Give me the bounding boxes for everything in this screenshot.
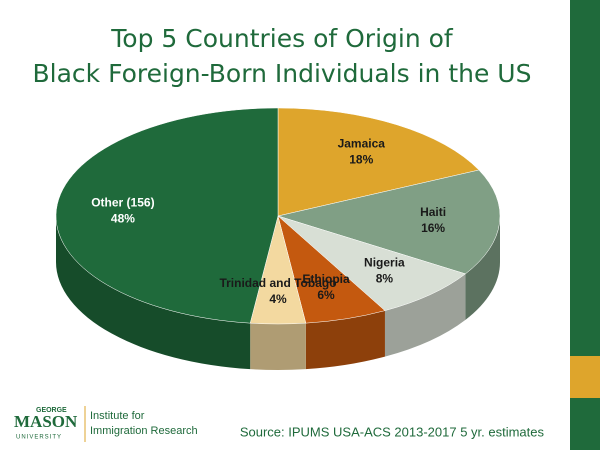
slice [277, 107, 480, 217]
logo-bottom: UNIVERSITY [16, 435, 62, 441]
logo-top: GEORGE [36, 407, 67, 414]
slice-side [56, 216, 251, 370]
source: Source: IPUMS USA-ACS 2013-2017 5 yr. es… [240, 424, 545, 439]
slice-value: 4% [269, 292, 287, 306]
slice [55, 107, 279, 324]
slice [277, 215, 466, 311]
slice-side [250, 323, 306, 370]
slice-value: 6% [317, 288, 335, 302]
logo: GEORGE MASON UNIVERSITY Institute for Im… [14, 406, 198, 442]
slice-label: Jamaica [338, 136, 386, 150]
chart-title: Top 5 Countries of Origin of [110, 24, 454, 53]
side-accent [570, 356, 600, 398]
slice-label: Ethiopia [302, 272, 350, 286]
logo-name: MASON [14, 412, 78, 431]
pie-tops [55, 107, 501, 325]
slice-label: Trinidad and Tobago [219, 276, 336, 290]
slice-value: 18% [349, 152, 373, 166]
slice-value: 16% [421, 221, 445, 235]
pie: Jamaica 18% Haiti 16% Nigeria 8% Ethiopia 6%Tri… [55, 107, 501, 370]
slice-label: Haiti [420, 205, 446, 219]
chart-title: Black Foreign-Born Individuals in the US [33, 59, 532, 88]
slice-side [305, 310, 385, 370]
slice-side [384, 273, 466, 357]
slice-label: Nigeria [364, 255, 405, 269]
institute: Institute for [90, 410, 145, 422]
pie-sides [56, 216, 500, 370]
slice [277, 169, 501, 275]
slice-side [465, 216, 500, 320]
slice-value: 8% [376, 271, 394, 285]
slice-label: Other (156) [91, 195, 154, 209]
slice-value: 48% [111, 211, 135, 225]
institute: Immigration Research [90, 425, 198, 437]
